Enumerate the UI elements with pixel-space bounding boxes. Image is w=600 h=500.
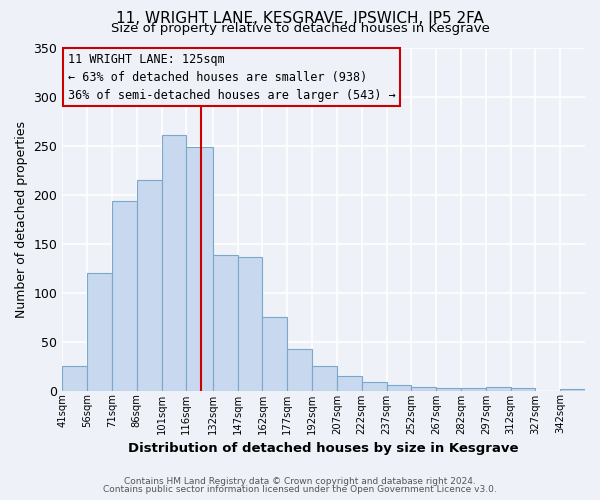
Bar bbox=[386, 384, 412, 390]
X-axis label: Distribution of detached houses by size in Kesgrave: Distribution of detached houses by size … bbox=[128, 442, 519, 455]
Bar bbox=[412, 386, 436, 390]
Bar bbox=[213, 256, 238, 390]
Bar bbox=[161, 134, 187, 390]
Y-axis label: Number of detached properties: Number of detached properties bbox=[15, 120, 28, 318]
Bar bbox=[511, 388, 535, 390]
Bar bbox=[287, 350, 312, 391]
Bar bbox=[238, 257, 262, 390]
Bar bbox=[62, 366, 87, 390]
Bar bbox=[87, 273, 112, 390]
Text: Size of property relative to detached houses in Kesgrave: Size of property relative to detached ho… bbox=[110, 22, 490, 35]
Bar bbox=[312, 366, 337, 390]
Text: 11 WRIGHT LANE: 125sqm
← 63% of detached houses are smaller (938)
36% of semi-de: 11 WRIGHT LANE: 125sqm ← 63% of detached… bbox=[68, 52, 395, 102]
Bar bbox=[362, 382, 386, 390]
Bar bbox=[112, 202, 137, 390]
Bar bbox=[137, 180, 161, 390]
Bar bbox=[436, 388, 461, 390]
Bar bbox=[262, 317, 287, 390]
Bar bbox=[486, 386, 511, 390]
Text: 11, WRIGHT LANE, KESGRAVE, IPSWICH, IP5 2FA: 11, WRIGHT LANE, KESGRAVE, IPSWICH, IP5 … bbox=[116, 11, 484, 26]
Bar bbox=[337, 376, 362, 390]
Bar bbox=[187, 148, 213, 390]
Text: Contains public sector information licensed under the Open Government Licence v3: Contains public sector information licen… bbox=[103, 485, 497, 494]
Bar bbox=[560, 388, 585, 390]
Text: Contains HM Land Registry data © Crown copyright and database right 2024.: Contains HM Land Registry data © Crown c… bbox=[124, 477, 476, 486]
Bar bbox=[461, 388, 486, 390]
